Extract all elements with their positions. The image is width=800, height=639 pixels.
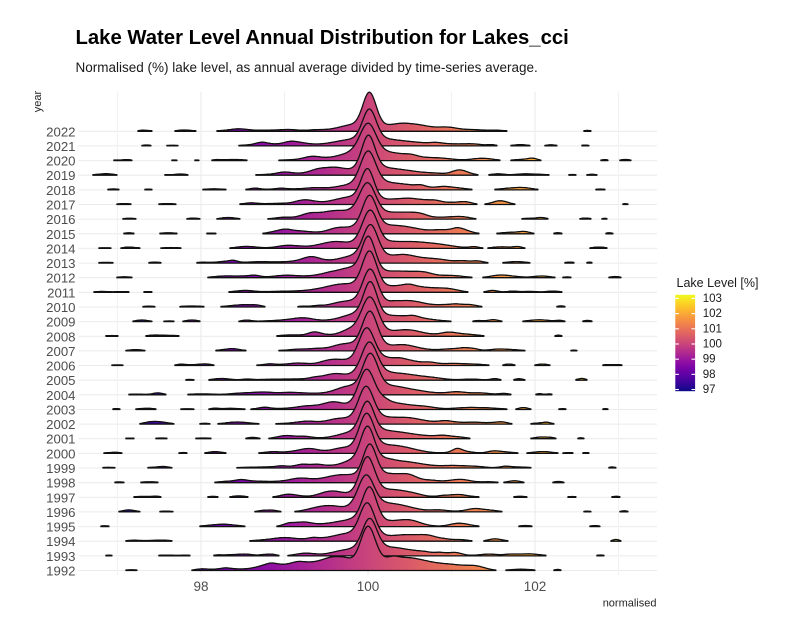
svg-text:2011: 2011 — [47, 285, 75, 300]
svg-text:2002: 2002 — [46, 417, 75, 432]
svg-text:2014: 2014 — [46, 241, 75, 256]
svg-text:2000: 2000 — [46, 446, 75, 461]
svg-text:103: 103 — [703, 293, 722, 305]
svg-text:98: 98 — [193, 579, 208, 594]
svg-text:98: 98 — [703, 369, 716, 381]
svg-text:normalised: normalised — [603, 597, 657, 609]
svg-text:97: 97 — [703, 384, 716, 396]
svg-text:Normalised (%) lake level, as: Normalised (%) lake level, as annual ave… — [76, 60, 538, 75]
svg-text:2004: 2004 — [46, 388, 75, 403]
svg-text:2021: 2021 — [46, 139, 75, 154]
svg-text:2019: 2019 — [46, 168, 75, 183]
svg-text:2007: 2007 — [46, 344, 75, 359]
svg-text:2005: 2005 — [46, 373, 75, 388]
svg-text:Lake Water Level Annual Distri: Lake Water Level Annual Distribution for… — [76, 27, 569, 49]
svg-text:2001: 2001 — [46, 432, 75, 447]
svg-text:102: 102 — [703, 308, 722, 320]
svg-text:2015: 2015 — [46, 227, 75, 242]
svg-text:2018: 2018 — [46, 183, 75, 198]
svg-text:99: 99 — [703, 354, 716, 366]
svg-text:1992: 1992 — [46, 564, 75, 579]
svg-text:102: 102 — [524, 579, 547, 594]
svg-text:1999: 1999 — [46, 461, 75, 476]
svg-text:2016: 2016 — [46, 212, 75, 227]
svg-text:100: 100 — [357, 579, 380, 594]
svg-text:1995: 1995 — [46, 520, 75, 535]
svg-text:year: year — [32, 90, 44, 112]
svg-text:2008: 2008 — [46, 329, 75, 344]
svg-text:2012: 2012 — [46, 271, 75, 286]
svg-text:Lake Level [%]: Lake Level [%] — [677, 276, 759, 290]
svg-text:1993: 1993 — [46, 549, 75, 564]
svg-text:2020: 2020 — [46, 154, 75, 169]
svg-text:100: 100 — [703, 338, 722, 350]
svg-text:2013: 2013 — [46, 256, 75, 271]
svg-text:1994: 1994 — [46, 534, 75, 549]
svg-text:2003: 2003 — [46, 403, 75, 418]
svg-text:2009: 2009 — [46, 315, 75, 330]
svg-text:101: 101 — [703, 323, 722, 335]
svg-text:1996: 1996 — [46, 505, 75, 520]
svg-text:2022: 2022 — [46, 124, 75, 139]
svg-text:2017: 2017 — [46, 198, 75, 213]
svg-text:2010: 2010 — [46, 300, 75, 315]
svg-text:2006: 2006 — [46, 359, 75, 374]
svg-text:1998: 1998 — [46, 476, 75, 491]
svg-text:1997: 1997 — [46, 490, 75, 505]
